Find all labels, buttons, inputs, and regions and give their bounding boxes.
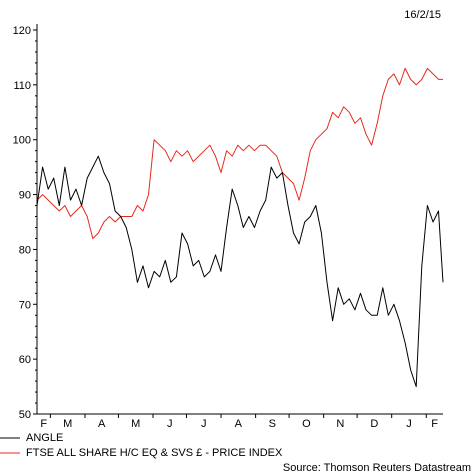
y-tick-label-90: 90 [19,190,31,202]
legend-label-angle: ANGLE [26,432,63,444]
x-tick-label-2: A [98,418,106,430]
x-tick-label-5: J [201,418,207,430]
y-tick-label-60: 60 [19,354,31,366]
chart-source: Source: Thomson Reuters Datastream [283,462,471,474]
x-tick-label-9: N [336,418,344,430]
y-tick-label-120: 120 [13,25,31,37]
y-tick-label-80: 80 [19,244,31,256]
series-line-0 [36,155,444,388]
x-tick-label-11: J [406,418,412,430]
y-tick-label-100: 100 [13,135,31,147]
y-tick-label-70: 70 [19,299,31,311]
x-tick-label-0: F [40,418,47,430]
y-tick-label-110: 110 [13,80,31,92]
x-tick-label-12: F [431,418,438,430]
x-tick-label-7: S [269,418,276,430]
x-tick-label-10: D [370,418,378,430]
y-tick-label-50: 50 [19,409,31,421]
legend-label-ftse: FTSE ALL SHARE H/C EQ & SVS £ - PRICE IN… [26,447,283,459]
legend: ANGLE FTSE ALL SHARE H/C EQ & SVS £ - PR… [0,432,283,459]
chart-date: 16/2/15 [404,9,441,21]
x-tick-label-8: O [302,418,311,430]
x-tick-label-1: M [63,418,72,430]
y-axis: 50 60 70 80 90 100 110 120 [13,24,38,421]
series-layer [36,67,444,388]
series-line-1 [36,67,443,239]
x-tick-label-3: M [131,418,140,430]
x-tick-label-4: J [167,418,173,430]
x-tick-label-6: A [235,418,243,430]
